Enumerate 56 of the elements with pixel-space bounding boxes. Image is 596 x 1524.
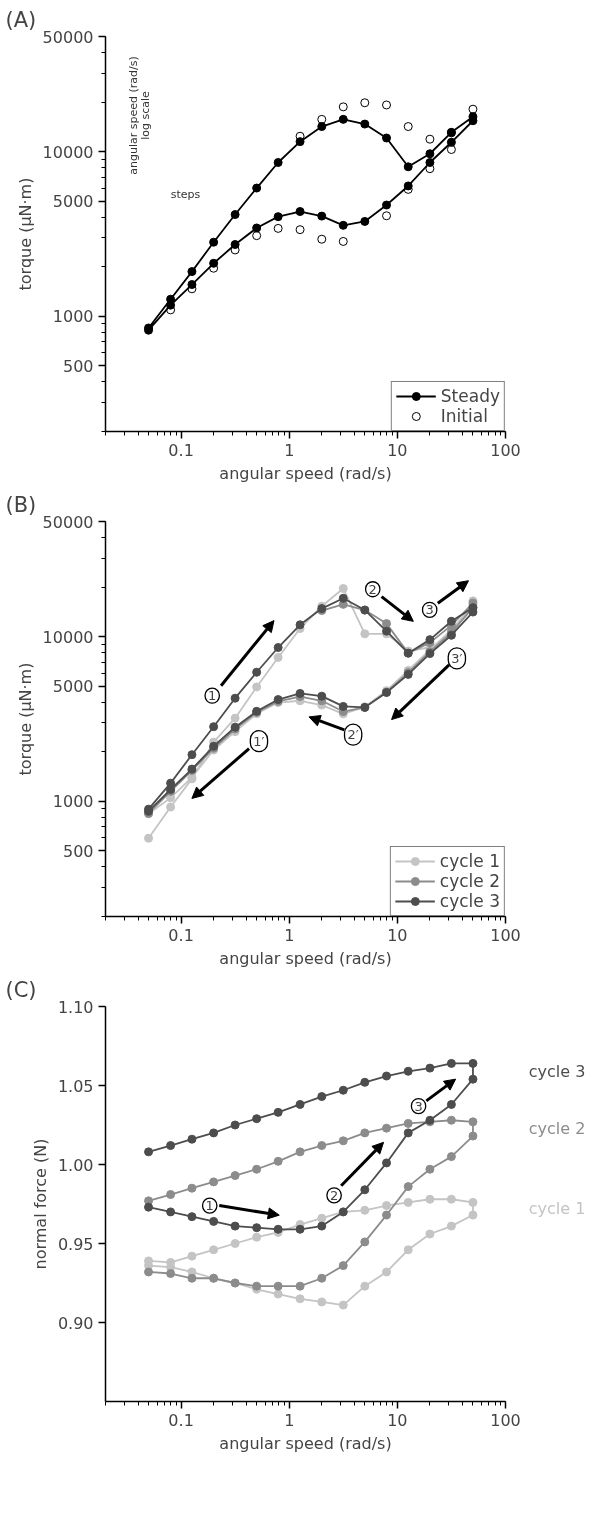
y-tick-label: 0.90 — [57, 1313, 94, 1333]
annotation: 3′ — [451, 650, 463, 666]
annotation: 1 — [208, 688, 217, 704]
x-axis-title: angular speed (rad/s) — [219, 948, 392, 968]
x-tick-label: 0.1 — [168, 925, 194, 945]
text: cycle 3 — [528, 1061, 586, 1081]
x-tick-label: 1 — [284, 925, 295, 945]
y-axis-title: torque (μN·m) — [15, 177, 35, 291]
x-axis-title: angular speed (rad/s) — [219, 463, 392, 483]
y-tick-label: 5000 — [52, 192, 94, 212]
text: cycle 2 — [528, 1119, 586, 1139]
legend-label: Steady — [440, 386, 500, 406]
chart-title: (B) — [5, 492, 37, 517]
legend-label: Initial — [440, 406, 488, 426]
y-tick-label: 1000 — [52, 792, 94, 812]
y-tick-label: 500 — [62, 356, 94, 376]
x-tick-label: 0.1 — [168, 1410, 194, 1430]
x-tick-label: 1 — [284, 440, 295, 460]
y-tick-label: 1.10 — [57, 997, 94, 1017]
x-axis-title: angular speed (rad/s) — [219, 1433, 392, 1453]
annotation: 3 — [414, 1098, 423, 1114]
y-tick-label: 10000 — [42, 142, 94, 162]
legend-label: cycle 2 — [439, 871, 500, 891]
annotation: log scale — [139, 90, 152, 140]
annotation: 1′ — [253, 733, 265, 749]
chart-title: (A) — [5, 7, 37, 32]
x-tick-label: 1 — [284, 1410, 295, 1430]
annotation: steps — [170, 188, 201, 201]
y-tick-label: 1000 — [52, 307, 94, 327]
annotation: 2 — [329, 1187, 339, 1203]
y-tick-label: 0.95 — [57, 1234, 94, 1254]
x-tick-label: 10 — [387, 440, 408, 460]
annotation: 2′ — [347, 727, 359, 743]
x-tick-label: 0.1 — [168, 440, 194, 460]
y-tick-label: 5000 — [52, 677, 94, 697]
y-axis-title: torque (μN·m) — [15, 662, 35, 776]
chart-title: (C) — [5, 977, 37, 1002]
y-axis-title: normal force (N) — [30, 1138, 50, 1270]
y-tick-label: 500 — [62, 841, 94, 861]
annotation: angular speed (rad/s) — [127, 56, 140, 175]
x-tick-label: 100 — [490, 925, 521, 945]
x-tick-label: 10 — [387, 925, 408, 945]
y-tick-label: 1.00 — [57, 1155, 94, 1175]
y-tick-label: 50000 — [42, 27, 94, 47]
annotation: 3 — [425, 602, 434, 618]
x-tick-label: 100 — [490, 1410, 521, 1430]
legend-label: cycle 1 — [439, 851, 500, 871]
x-tick-label: 10 — [387, 1410, 408, 1430]
annotation: 1 — [205, 1198, 214, 1214]
annotation: 2 — [368, 581, 377, 597]
y-tick-label: 10000 — [42, 627, 94, 647]
text: cycle 1 — [528, 1199, 586, 1219]
y-tick-label: 1.05 — [57, 1076, 94, 1096]
x-tick-label: 100 — [490, 440, 521, 460]
legend-label: cycle 3 — [439, 891, 500, 911]
y-tick-label: 50000 — [42, 512, 94, 532]
